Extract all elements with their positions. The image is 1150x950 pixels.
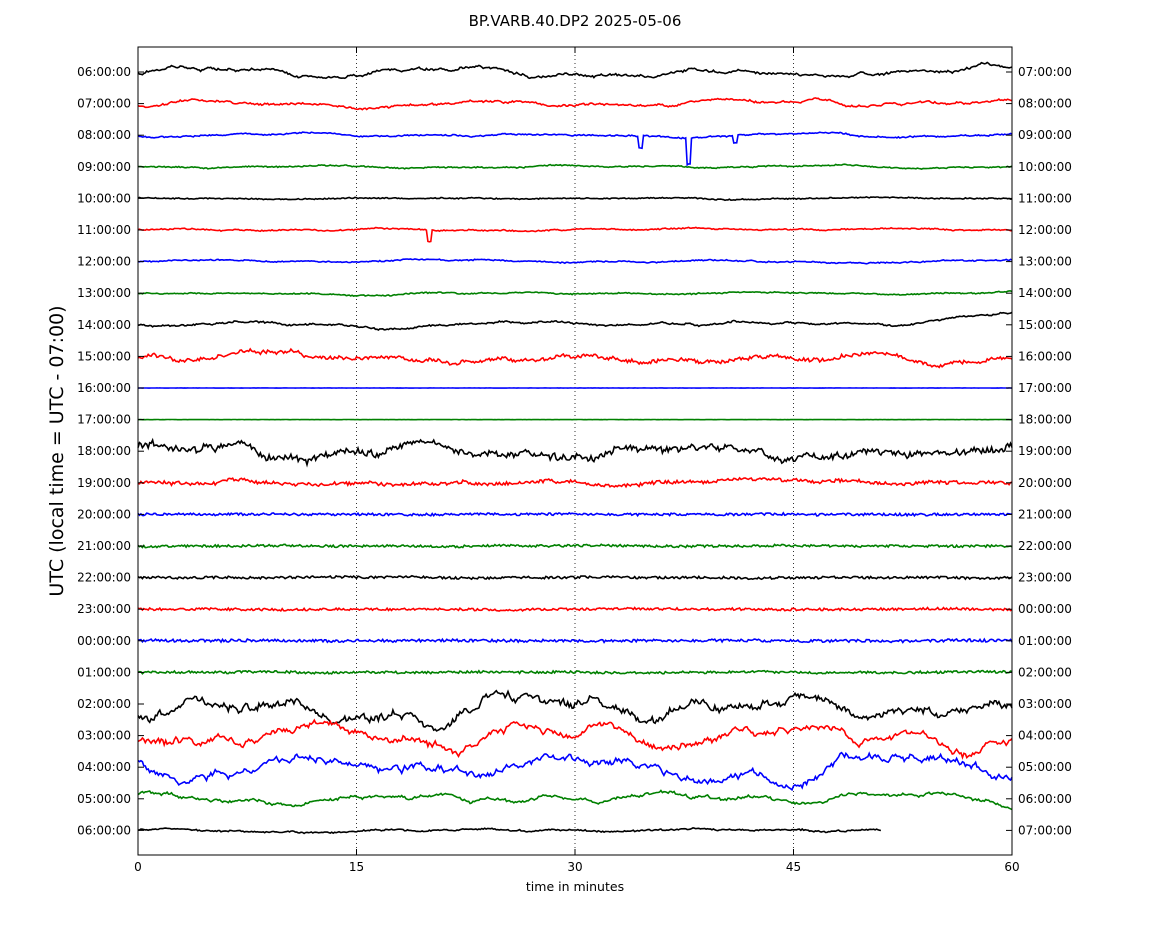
- y-tick-label-right: 09:00:00: [1018, 128, 1072, 142]
- y-tick-label-right: 22:00:00: [1018, 539, 1072, 553]
- y-tick-label-left: 01:00:00: [77, 665, 131, 679]
- y-tick-label-left: 17:00:00: [77, 413, 131, 427]
- y-axis-right: 07:00:00 08:00:00 09:00:00 10:00:00 11:00:00…: [1006, 65, 1072, 837]
- trace-line: [137, 97, 1013, 111]
- trace-line: [138, 163, 1013, 170]
- y-tick-label-right: 00:00:00: [1018, 602, 1072, 616]
- trace-line: [137, 61, 1013, 80]
- y-tick-label-left: 08:00:00: [77, 128, 131, 142]
- y-tick-label-right: 03:00:00: [1018, 697, 1072, 711]
- y-tick-label-left: 07:00:00: [77, 97, 131, 111]
- y-tick-label-left: 12:00:00: [77, 255, 131, 269]
- y-tick-label-left: 05:00:00: [77, 792, 131, 806]
- y-tick-label-left: 04:00:00: [77, 760, 131, 774]
- y-tick-label-right: 15:00:00: [1018, 318, 1072, 332]
- trace-line: [137, 196, 1012, 202]
- x-axis: 0 15 30 45 60: [134, 47, 1020, 874]
- trace-line: [137, 827, 882, 835]
- trace-line: [137, 290, 1013, 297]
- y-tick-label-left: 00:00:00: [77, 634, 131, 648]
- y-tick-label-right: 10:00:00: [1018, 160, 1072, 174]
- y-tick-label-left: 23:00:00: [77, 602, 131, 616]
- y-tick-label-left: 21:00:00: [77, 539, 131, 553]
- y-tick-label-left: 14:00:00: [77, 318, 131, 332]
- trace-line: [137, 606, 1013, 612]
- y-tick-label-right: 08:00:00: [1018, 97, 1072, 111]
- x-tick-label: 60: [1004, 860, 1019, 874]
- trace-line: [137, 574, 1013, 581]
- seismic-traces: [137, 61, 1013, 835]
- y-axis-label: UTC (local time = UTC - 07:00): [46, 305, 68, 596]
- trace-line: [137, 543, 1013, 549]
- y-tick-label-right: 17:00:00: [1018, 381, 1072, 395]
- y-tick-label-left: 20:00:00: [77, 507, 131, 521]
- y-tick-label-right: 04:00:00: [1018, 729, 1072, 743]
- trace-line: [137, 669, 1013, 675]
- trace-line: [137, 311, 1013, 331]
- y-tick-label-right: 05:00:00: [1018, 760, 1072, 774]
- y-tick-label-right: 20:00:00: [1018, 476, 1072, 490]
- y-tick-label-right: 19:00:00: [1018, 444, 1072, 458]
- y-tick-label-right: 06:00:00: [1018, 792, 1072, 806]
- y-axis-left: 06:00:00 07:00:00 08:00:00 09:00:00 10:00:00…: [77, 65, 144, 837]
- y-tick-label-right: 13:00:00: [1018, 255, 1072, 269]
- trace-line: [137, 258, 1013, 265]
- y-tick-label-left: 09:00:00: [77, 160, 131, 174]
- y-tick-label-left: 22:00:00: [77, 571, 131, 585]
- x-tick-label: 45: [786, 860, 801, 874]
- trace-line: [137, 437, 1013, 468]
- y-tick-label-left: 06:00:00: [77, 823, 131, 837]
- y-tick-label-left: 03:00:00: [77, 729, 131, 743]
- y-tick-label-left: 15:00:00: [77, 349, 131, 363]
- y-tick-label-right: 01:00:00: [1018, 634, 1072, 648]
- y-tick-label-left: 02:00:00: [77, 697, 131, 711]
- chart-title: BP.VARB.40.DP2 2025-05-06: [469, 12, 682, 30]
- y-tick-label-right: 07:00:00: [1018, 65, 1072, 79]
- x-tick-label: 30: [567, 860, 582, 874]
- trace-line: [137, 718, 1013, 761]
- y-tick-label-right: 23:00:00: [1018, 571, 1072, 585]
- y-tick-label-right: 18:00:00: [1018, 413, 1072, 427]
- x-tick-label: 15: [349, 860, 364, 874]
- trace-line: [137, 637, 1013, 644]
- trace-line: [137, 347, 1013, 369]
- trace-line: [137, 131, 1013, 167]
- y-tick-label-left: 11:00:00: [77, 223, 131, 237]
- y-tick-label-right: 21:00:00: [1018, 507, 1072, 521]
- y-tick-label-right: 11:00:00: [1018, 191, 1072, 205]
- y-tick-label-left: 13:00:00: [77, 286, 131, 300]
- y-tick-label-left: 18:00:00: [77, 444, 131, 458]
- trace-line: [137, 476, 1013, 489]
- y-tick-label-right: 02:00:00: [1018, 665, 1072, 679]
- x-axis-label: time in minutes: [526, 879, 624, 894]
- y-tick-label-right: 07:00:00: [1018, 823, 1072, 837]
- y-tick-label-left: 19:00:00: [77, 476, 131, 490]
- trace-line: [137, 751, 1013, 792]
- y-tick-label-right: 12:00:00: [1018, 223, 1072, 237]
- x-tick-label: 0: [134, 860, 142, 874]
- y-tick-label-left: 10:00:00: [77, 191, 131, 205]
- y-tick-label-right: 14:00:00: [1018, 286, 1072, 300]
- y-tick-label-right: 16:00:00: [1018, 349, 1072, 363]
- trace-line: [137, 789, 1013, 811]
- y-tick-label-left: 06:00:00: [77, 65, 131, 79]
- y-tick-label-left: 16:00:00: [77, 381, 131, 395]
- trace-line: [137, 226, 1013, 243]
- trace-line: [137, 689, 1013, 732]
- trace-line: [137, 511, 1013, 518]
